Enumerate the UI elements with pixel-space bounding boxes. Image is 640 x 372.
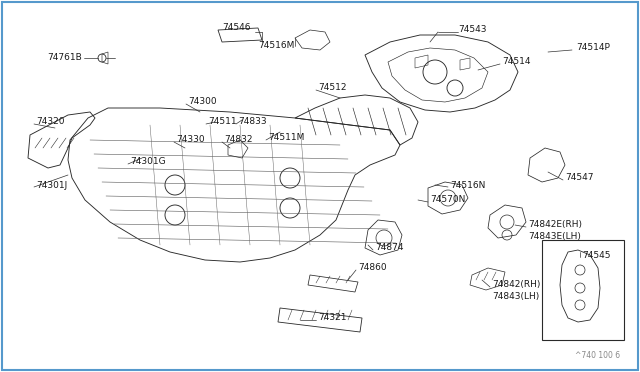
Text: 74842(RH): 74842(RH) — [492, 280, 540, 289]
Text: 74843E(LH): 74843E(LH) — [528, 232, 581, 241]
Text: 74832: 74832 — [224, 135, 253, 144]
Text: 74547: 74547 — [565, 173, 593, 183]
Bar — [542, 240, 624, 340]
Text: 74874: 74874 — [375, 244, 403, 253]
Text: 74514: 74514 — [502, 58, 531, 67]
Text: 74516M: 74516M — [258, 41, 294, 49]
Text: 74843(LH): 74843(LH) — [492, 292, 540, 301]
Text: 74761B: 74761B — [47, 54, 82, 62]
Text: 74512: 74512 — [318, 83, 346, 93]
Text: 74321: 74321 — [318, 314, 346, 323]
Text: 74511: 74511 — [208, 118, 237, 126]
Text: 74516N: 74516N — [450, 180, 485, 189]
Text: 74511M: 74511M — [268, 134, 305, 142]
Text: 74514P: 74514P — [576, 44, 610, 52]
Text: ^740 100 6: ^740 100 6 — [575, 351, 620, 360]
Text: 74842E(RH): 74842E(RH) — [528, 221, 582, 230]
Text: 74301J: 74301J — [36, 180, 67, 189]
Text: 74301G: 74301G — [130, 157, 166, 167]
Text: 74860: 74860 — [358, 263, 387, 273]
Text: 74300: 74300 — [188, 97, 216, 106]
Text: 74546: 74546 — [222, 23, 250, 32]
Text: 74320: 74320 — [36, 118, 65, 126]
Text: 74543: 74543 — [458, 26, 486, 35]
Text: 74545: 74545 — [582, 250, 611, 260]
Text: 74330: 74330 — [176, 135, 205, 144]
Text: 74833: 74833 — [238, 118, 267, 126]
Text: 74570N: 74570N — [430, 196, 465, 205]
